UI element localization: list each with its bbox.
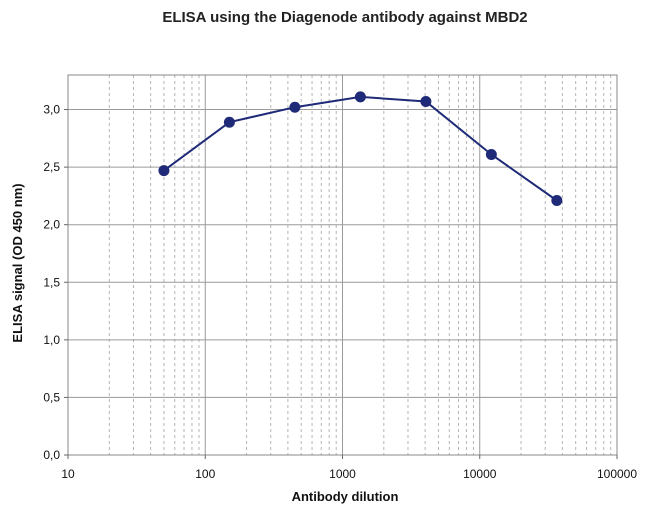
data-point bbox=[158, 165, 170, 177]
y-tick-label: 0,0 bbox=[43, 448, 60, 462]
y-axis-ticks: 0,0 0,5 1,0 1,5 2,0 2,5 3,0 bbox=[43, 103, 68, 462]
grid-lines bbox=[67, 75, 618, 456]
y-tick-label: 1,0 bbox=[43, 333, 60, 347]
data-point bbox=[354, 91, 366, 103]
data-point bbox=[223, 116, 235, 128]
data-point bbox=[551, 195, 563, 207]
x-tick-label: 10 bbox=[61, 467, 75, 481]
data-point bbox=[420, 95, 432, 107]
series-line bbox=[163, 95, 558, 202]
chart-title: ELISA using the Diagenode antibody again… bbox=[162, 9, 527, 26]
data-point bbox=[485, 148, 497, 160]
x-tick-label: 1000 bbox=[329, 467, 356, 481]
y-axis-label: ELISA signal (OD 450 nm) bbox=[10, 183, 25, 342]
y-tick-label: 2,0 bbox=[43, 218, 60, 232]
x-tick-label: 10000 bbox=[463, 467, 497, 481]
series-layer bbox=[158, 91, 563, 207]
x-axis-ticks: 10 100 1000 10000 100000 bbox=[61, 455, 637, 481]
y-tick-label: 0,5 bbox=[43, 390, 60, 404]
y-tick-label: 2,5 bbox=[43, 160, 60, 174]
x-tick-label: 100 bbox=[195, 467, 215, 481]
y-tick-label: 3,0 bbox=[43, 103, 60, 117]
x-axis-label: Antibody dilution bbox=[292, 489, 399, 504]
data-point bbox=[289, 101, 301, 113]
y-tick-label: 1,5 bbox=[43, 275, 60, 289]
x-tick-label: 100000 bbox=[597, 467, 637, 481]
